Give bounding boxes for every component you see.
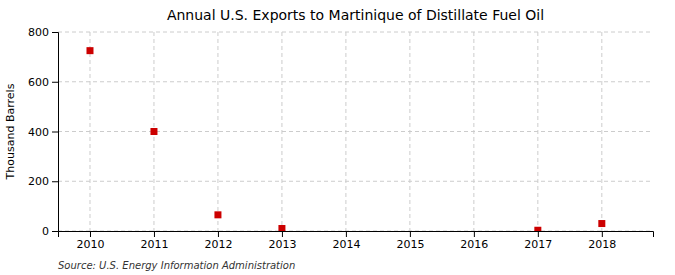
x-axis-tick-label: 2014 [332, 238, 360, 251]
point [214, 211, 221, 218]
x-axis-tick: 2018 [588, 231, 616, 251]
x-axis-tick-label: 2016 [460, 238, 488, 251]
y-axis-line [52, 33, 59, 232]
x-axis-tick-label: 2011 [140, 238, 168, 251]
y-grid-line [58, 81, 653, 82]
x-axis-tick-mark [346, 231, 347, 237]
y-axis-tick-label: 600 [28, 76, 49, 89]
x-axis-tick-mark [282, 231, 283, 237]
x-axis-tick: 2013 [268, 231, 296, 251]
points [86, 47, 605, 231]
x-grid-line [281, 32, 282, 231]
y-axis-title: Thousand Barrels [4, 83, 17, 180]
x-axis-tick-mark [90, 231, 91, 237]
x-axis-tick: 2014 [332, 231, 360, 251]
x-axis-tick-mark [602, 231, 603, 237]
x-grid-line [217, 32, 218, 231]
y-axis-tick-label: 0 [42, 225, 49, 238]
x-axis-tick-mark [474, 231, 475, 237]
x-axis-tick-mark [218, 231, 219, 237]
title: Annual U.S. Exports to Martinique of Dis… [167, 7, 544, 23]
y-axis-tick: 600 [28, 76, 58, 89]
x-axis-tick-label: 2013 [268, 238, 296, 251]
x-axis-tick: 2012 [204, 231, 232, 251]
x-axis-tick-mark [410, 231, 411, 237]
x-grid-line [409, 32, 410, 231]
chart-svg: 2010 2011 2012 2013 2014 2015 2016 2017 2018 0 200… [0, 0, 675, 275]
point [86, 47, 93, 54]
y-axis-tick-mark [52, 181, 58, 182]
x-axis-tick-mark [154, 231, 155, 237]
x-axis: 2010 2011 2012 2013 2014 2015 2016 2017 2018 [59, 231, 654, 251]
y-axis-tick: 0 [42, 225, 58, 238]
point [278, 225, 285, 231]
y-axis-tick-label: 800 [28, 26, 49, 39]
y-grid-line [58, 181, 653, 182]
y-axis-tick-mark [52, 231, 58, 232]
x-grid-line [537, 32, 538, 231]
y-axis-tick: 200 [28, 175, 58, 188]
x-axis-tick-label: 2015 [396, 238, 424, 251]
y-grid-line [58, 131, 653, 132]
x-grid-line [89, 32, 90, 231]
y-axis-tick: 800 [28, 26, 58, 39]
x-axis-tick: 2011 [140, 231, 168, 251]
plot: 2010 2011 2012 2013 2014 2015 2016 2017 2018 0 200… [28, 26, 654, 251]
y-axis-tick-mark [52, 132, 58, 133]
x-axis-tick: 2016 [460, 231, 488, 251]
y-axis-tick-mark [52, 32, 58, 33]
y-axis-tick-label: 400 [28, 126, 49, 139]
chart-container: 2010 2011 2012 2013 2014 2015 2016 2017 2018 0 200… [0, 0, 675, 275]
point [598, 220, 605, 227]
x-axis-line [59, 232, 654, 238]
point [150, 128, 157, 135]
y-axis-tick: 400 [28, 126, 58, 139]
x-axis-tick: 2017 [524, 231, 552, 251]
x-axis-tick: 2010 [76, 231, 104, 251]
x-axis-tick-label: 2012 [204, 238, 232, 251]
x-axis-tick-label: 2018 [588, 238, 616, 251]
x-grid-line [601, 32, 602, 231]
y-axis: 0 200 400 600 800 [28, 26, 59, 238]
y-axis-tick-mark [52, 82, 58, 83]
point [534, 227, 541, 231]
y-grid-line [58, 32, 653, 33]
x-grid-line [473, 32, 474, 231]
x-axis-tick-label: 2010 [76, 238, 104, 251]
x-axis-tick-mark [538, 231, 539, 237]
y-axis-tick-label: 200 [28, 175, 49, 188]
x-axis-tick: 2015 [396, 231, 424, 251]
x-axis-tick-label: 2017 [524, 238, 552, 251]
grid [58, 32, 653, 231]
x-grid-line [345, 32, 346, 231]
source-note: Source: U.S. Energy Information Administ… [58, 260, 295, 271]
